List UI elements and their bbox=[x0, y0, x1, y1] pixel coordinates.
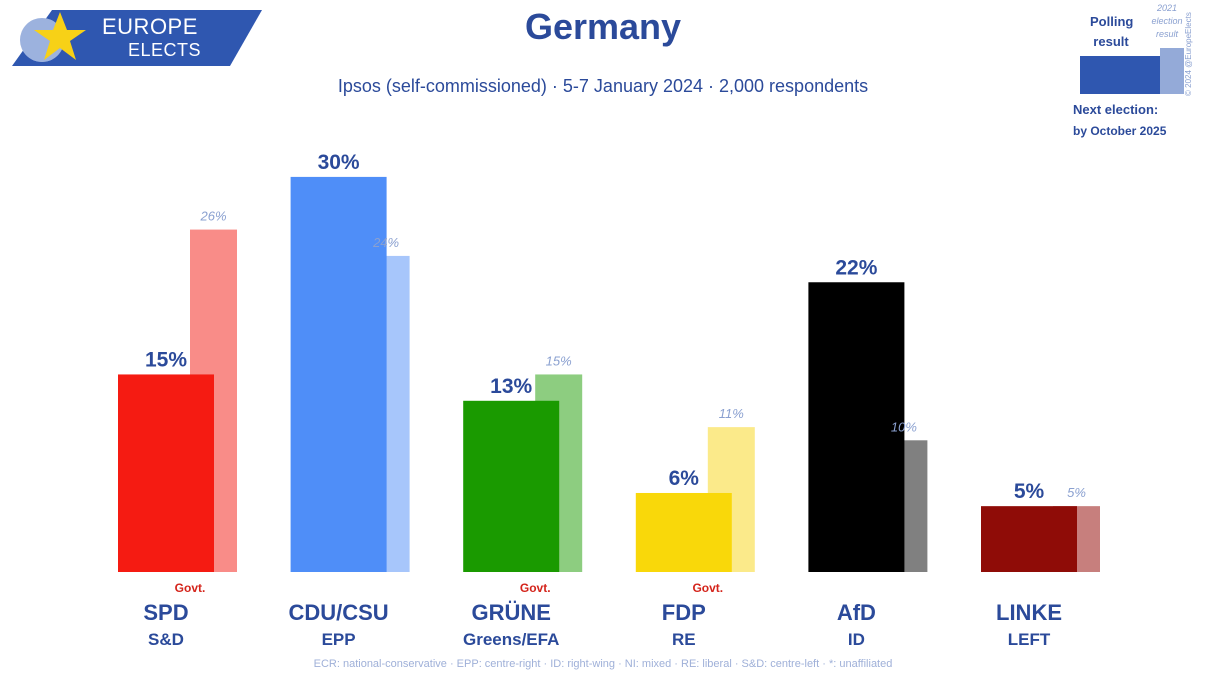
europe-elects-logo: EUROPE ELECTS bbox=[12, 10, 262, 66]
group-name-cducsu: EPP bbox=[322, 630, 356, 649]
bar-poll-afd bbox=[808, 282, 905, 572]
bar-poll-grne bbox=[463, 400, 560, 572]
chart-title: Germany bbox=[524, 6, 682, 47]
party-name-grne: GRÜNE bbox=[471, 600, 550, 625]
party-name-fdp: FDP bbox=[662, 600, 706, 625]
legend-polling-swatch bbox=[1080, 56, 1160, 94]
bar-poll-spd bbox=[118, 374, 214, 572]
logo-text-europe: EUROPE bbox=[102, 14, 198, 39]
party-name-spd: SPD bbox=[143, 600, 188, 625]
logo-text-elects: ELECTS bbox=[128, 40, 202, 60]
legend-polling-label: Polling result bbox=[1090, 14, 1134, 49]
prev-label-linke: 5% bbox=[1067, 485, 1086, 500]
bar-poll-cducsu bbox=[290, 176, 387, 572]
prev-label-afd: 10% bbox=[891, 419, 917, 434]
footer-legend: ECR: national-conservative · EPP: centre… bbox=[313, 658, 893, 670]
poll-label-grne: 13% bbox=[490, 375, 532, 398]
govt-label-spd: Govt. bbox=[175, 581, 206, 595]
group-name-linke: LEFT bbox=[1008, 630, 1051, 649]
poll-label-afd: 22% bbox=[835, 256, 877, 279]
poll-label-spd: 15% bbox=[145, 348, 187, 371]
prev-label-grne: 15% bbox=[546, 353, 572, 368]
next-election-date: by October 2025 bbox=[1073, 124, 1167, 138]
group-name-grne: Greens/EFA bbox=[463, 630, 559, 649]
group-name-fdp: RE bbox=[672, 630, 696, 649]
poll-label-cducsu: 30% bbox=[318, 151, 360, 174]
prev-label-spd: 26% bbox=[199, 209, 226, 224]
prev-label-fdp: 11% bbox=[719, 406, 744, 421]
party-name-afd: AfD bbox=[837, 600, 876, 625]
govt-label-fdp: Govt. bbox=[692, 581, 723, 595]
legend: Polling result 2021 election result bbox=[1070, 0, 1206, 145]
govt-label-grne: Govt. bbox=[520, 581, 551, 595]
poll-label-fdp: 6% bbox=[669, 467, 700, 490]
party-name-linke: LINKE bbox=[996, 600, 1062, 625]
group-name-afd: ID bbox=[848, 630, 865, 649]
poll-label-linke: 5% bbox=[1014, 480, 1045, 503]
group-name-spd: S&D bbox=[148, 630, 184, 649]
chart-subtitle: Ipsos (self-commissioned) · 5-7 January … bbox=[337, 76, 869, 96]
legend-previous-swatch bbox=[1160, 48, 1184, 94]
bar-poll-fdp bbox=[635, 492, 732, 572]
prev-label-cducsu: 24% bbox=[372, 235, 399, 250]
party-name-cducsu: CDU/CSU bbox=[288, 600, 388, 625]
next-election-label: Next election: bbox=[1073, 102, 1159, 117]
legend-previous-label: 2021 election result bbox=[1151, 3, 1183, 39]
bar-poll-linke bbox=[981, 506, 1077, 572]
